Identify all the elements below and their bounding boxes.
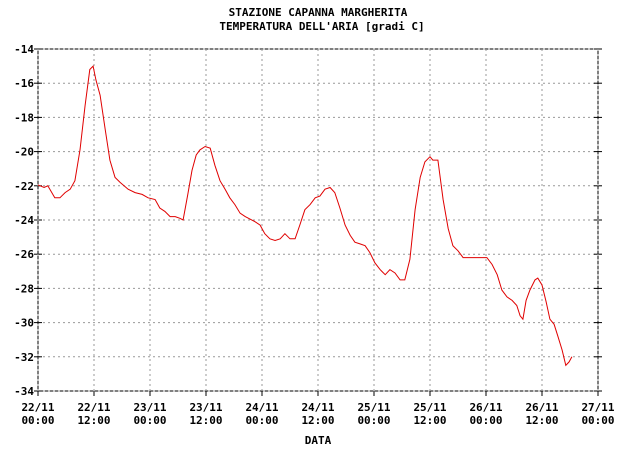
y-tick-label: -32 (14, 351, 34, 364)
x-tick-label: 23/11 00:00 (133, 401, 166, 427)
chart-title: STAZIONE CAPANNA MARGHERITA (229, 6, 408, 19)
y-tick-label: -34 (14, 385, 34, 398)
y-tick-label: -24 (14, 214, 34, 227)
y-tick-label: -18 (14, 111, 34, 124)
x-tick-label: 23/11 12:00 (189, 401, 222, 427)
chart-subtitle: TEMPERATURA DELL'ARIA [gradi C] (219, 20, 424, 33)
x-tick-label: 24/11 00:00 (245, 401, 278, 427)
x-axis-label: DATA (305, 434, 332, 447)
y-tick-label: -22 (14, 180, 34, 193)
data-line (37, 65, 573, 367)
y-tick-label: -28 (14, 282, 34, 295)
x-tick-label: 22/11 12:00 (77, 401, 110, 427)
x-tick-label: 25/11 00:00 (357, 401, 390, 427)
x-tick-label: 26/11 00:00 (469, 401, 502, 427)
x-tick-label: 25/11 12:00 (413, 401, 446, 427)
x-tick-label: 22/11 00:00 (21, 401, 54, 427)
x-tick-label: 26/11 12:00 (525, 401, 558, 427)
y-tick-label: -16 (14, 77, 34, 90)
x-tick-label: 24/11 12:00 (301, 401, 334, 427)
y-tick-label: -30 (14, 317, 34, 330)
y-tick-label: -20 (14, 146, 34, 159)
y-tick-label: -14 (14, 43, 34, 56)
x-tick-label: 27/11 00:00 (581, 401, 614, 427)
y-tick-label: -26 (14, 248, 34, 261)
